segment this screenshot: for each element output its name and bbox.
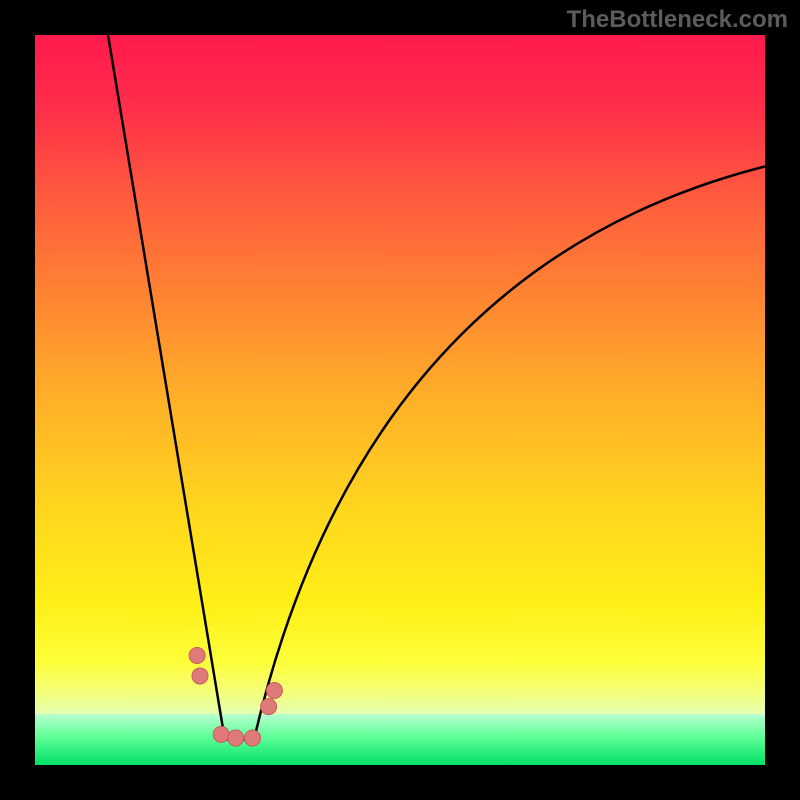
data-marker: [192, 668, 208, 684]
data-marker: [261, 699, 277, 715]
data-marker: [189, 648, 205, 664]
data-marker: [245, 730, 261, 746]
watermark-text: TheBottleneck.com: [567, 6, 788, 34]
data-marker: [266, 683, 282, 699]
plot-area: [35, 35, 765, 765]
data-marker: [213, 726, 229, 742]
curve-layer: [35, 35, 765, 765]
chart-frame: TheBottleneck.com: [0, 0, 800, 800]
bottleneck-curve: [108, 35, 765, 739]
data-marker: [228, 730, 244, 746]
